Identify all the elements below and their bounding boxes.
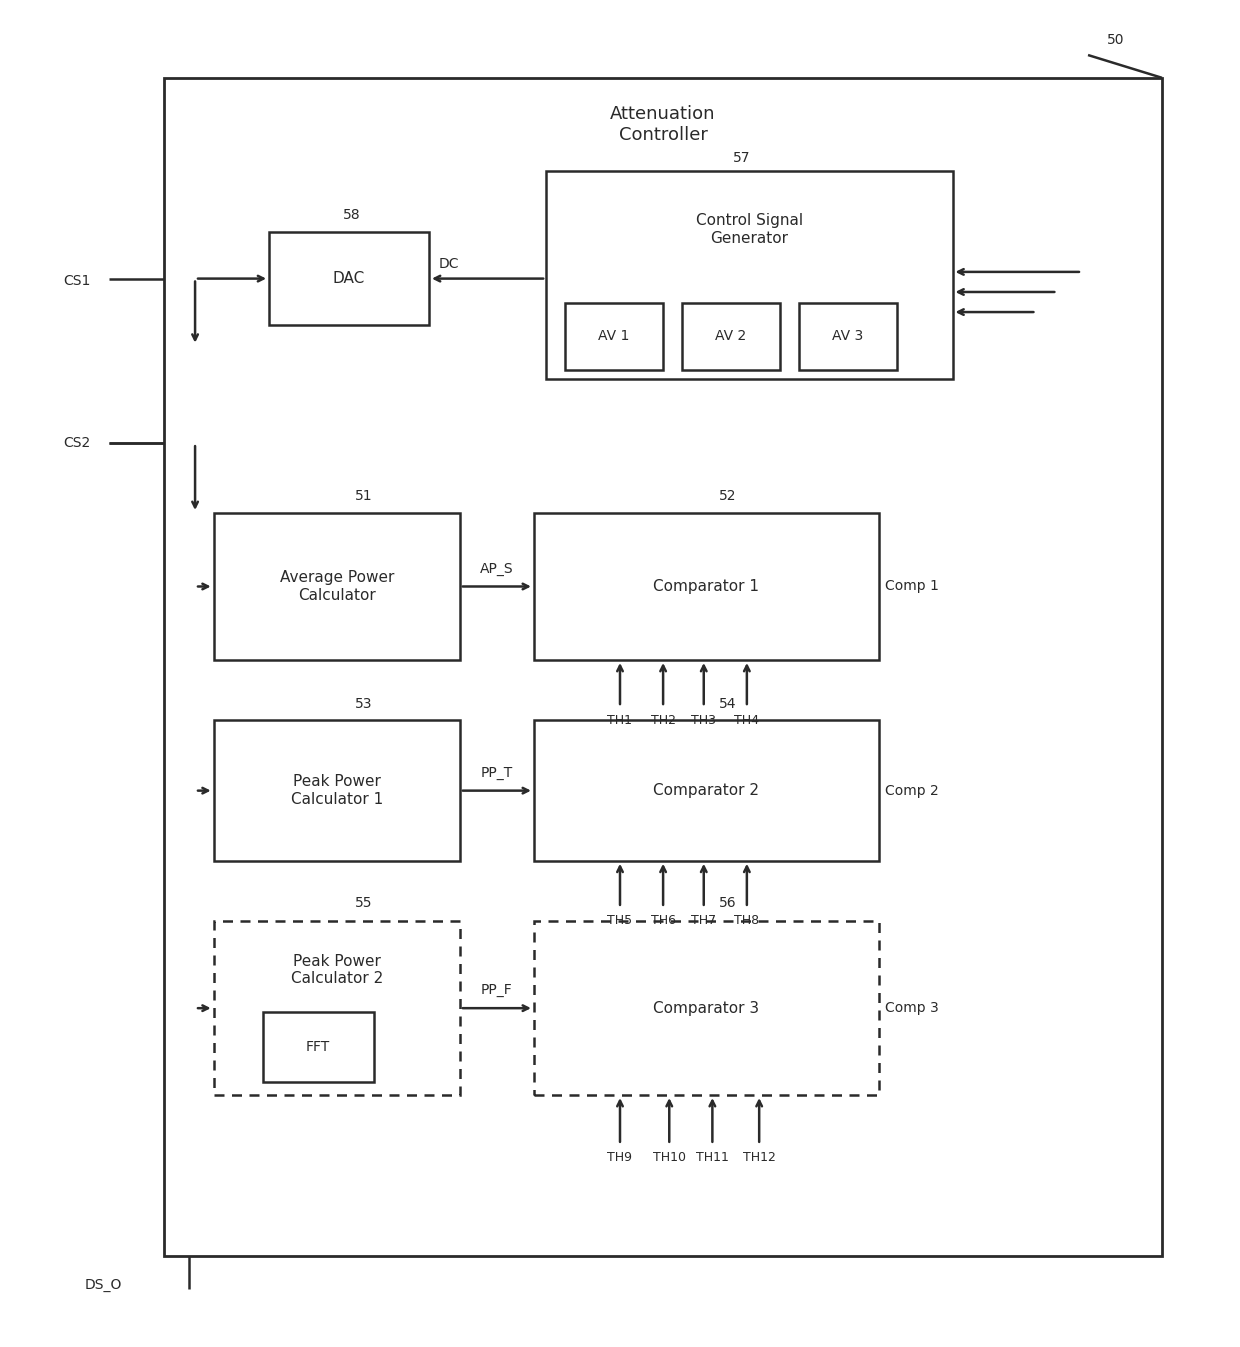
Bar — [269, 232, 429, 326]
Text: CS2: CS2 — [63, 436, 91, 450]
Text: PP_T: PP_T — [481, 766, 513, 780]
Text: DAC: DAC — [332, 271, 365, 286]
Text: Control Signal
Generator: Control Signal Generator — [696, 213, 802, 245]
Text: TH11: TH11 — [696, 1152, 729, 1164]
Text: 57: 57 — [733, 151, 750, 164]
Bar — [164, 78, 1162, 1255]
Text: TH3: TH3 — [691, 714, 717, 726]
Text: TH1: TH1 — [608, 714, 632, 726]
Text: PP_F: PP_F — [481, 983, 512, 998]
Bar — [682, 303, 780, 369]
Text: TH7: TH7 — [691, 915, 717, 928]
Text: AP_S: AP_S — [480, 562, 513, 575]
Bar — [799, 303, 897, 369]
Text: TH12: TH12 — [743, 1152, 775, 1164]
Text: 53: 53 — [355, 696, 373, 711]
Text: AV 3: AV 3 — [832, 329, 863, 343]
Text: TH9: TH9 — [608, 1152, 632, 1164]
Text: Peak Power
Calculator 2: Peak Power Calculator 2 — [290, 954, 383, 986]
Text: TH2: TH2 — [651, 714, 676, 726]
Text: Comparator 2: Comparator 2 — [653, 783, 759, 799]
Text: Attenuation
Controller: Attenuation Controller — [610, 105, 715, 144]
Bar — [533, 921, 879, 1095]
Text: 58: 58 — [343, 209, 361, 222]
Text: 51: 51 — [355, 489, 373, 504]
Text: TH8: TH8 — [734, 915, 759, 928]
Text: AV 2: AV 2 — [715, 329, 746, 343]
Bar — [213, 721, 460, 861]
Text: 55: 55 — [355, 897, 373, 911]
Text: Comp 1: Comp 1 — [885, 579, 939, 594]
Text: 56: 56 — [718, 897, 737, 911]
Text: Average Power
Calculator: Average Power Calculator — [279, 570, 394, 602]
Text: TH6: TH6 — [651, 915, 676, 928]
Bar — [213, 921, 460, 1095]
Text: AV 1: AV 1 — [598, 329, 630, 343]
Text: 50: 50 — [1106, 34, 1123, 47]
Bar — [533, 721, 879, 861]
Text: Comp 2: Comp 2 — [885, 784, 939, 797]
Text: Comp 3: Comp 3 — [885, 1001, 939, 1016]
Text: 54: 54 — [718, 696, 737, 711]
Bar — [564, 303, 663, 369]
Text: TH5: TH5 — [608, 915, 632, 928]
Bar — [263, 1012, 373, 1082]
Text: TH10: TH10 — [652, 1152, 686, 1164]
Text: DS_O: DS_O — [84, 1278, 122, 1292]
Bar — [533, 513, 879, 660]
Bar — [213, 513, 460, 660]
Text: FFT: FFT — [306, 1040, 330, 1053]
Text: TH4: TH4 — [734, 714, 759, 726]
Text: CS1: CS1 — [63, 275, 91, 288]
Text: DC: DC — [439, 256, 460, 271]
Text: Peak Power
Calculator 1: Peak Power Calculator 1 — [290, 775, 383, 807]
Text: Comparator 1: Comparator 1 — [653, 579, 759, 594]
Text: 52: 52 — [718, 489, 737, 504]
Bar — [546, 171, 952, 379]
Text: Comparator 3: Comparator 3 — [653, 1001, 759, 1016]
